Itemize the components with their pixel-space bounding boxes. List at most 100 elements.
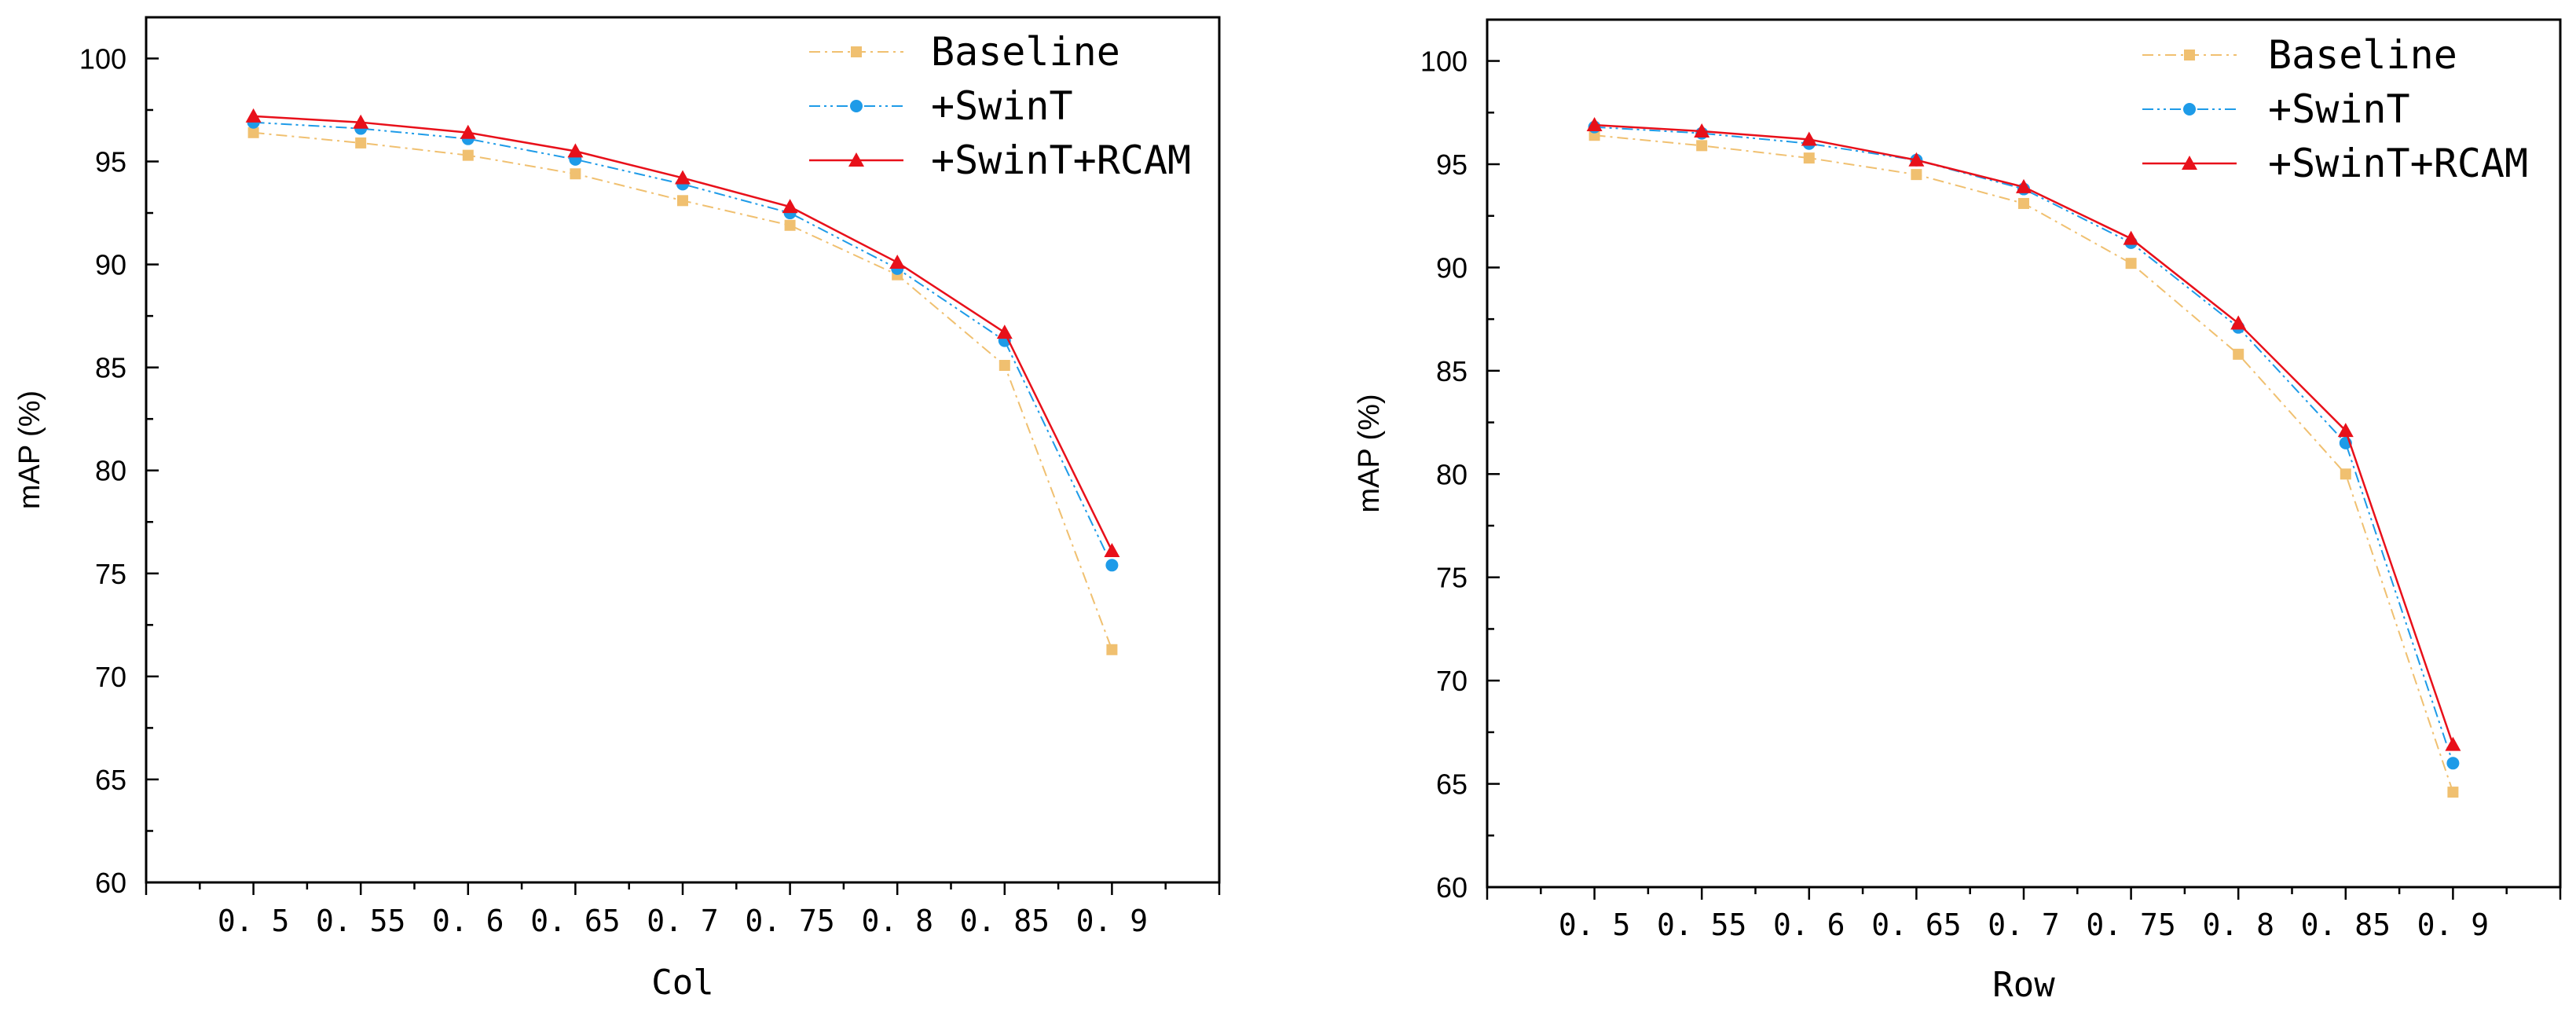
data-point bbox=[889, 254, 906, 269]
data-point bbox=[2125, 258, 2137, 270]
series-line bbox=[1594, 134, 2454, 793]
data-point bbox=[2340, 468, 2351, 480]
y-axis-title: mAP (%) bbox=[13, 391, 46, 509]
y-tick-label: 60 bbox=[95, 867, 126, 899]
x-tick-label: 0. 75 bbox=[2086, 908, 2175, 942]
series-swint-rcam bbox=[1586, 117, 2461, 751]
y-tick-label: 65 bbox=[95, 764, 126, 796]
y-tick-label: 65 bbox=[1436, 768, 1468, 801]
x-tick-label: 0. 8 bbox=[2202, 908, 2274, 942]
legend-entry: +SwinT bbox=[931, 83, 1073, 129]
y-tick-label: 85 bbox=[1436, 355, 1468, 387]
legend: Baseline +SwinT +SwinT+RCAM bbox=[809, 29, 1191, 183]
x-tick-label: 0. 85 bbox=[2301, 908, 2391, 942]
series-line bbox=[253, 131, 1113, 651]
data-point bbox=[1586, 117, 1603, 132]
x-tick-label: 0. 5 bbox=[1559, 908, 1631, 942]
series-line bbox=[1594, 123, 2454, 746]
x-tick-label: 0. 5 bbox=[218, 904, 290, 938]
x-tick-label: 0. 75 bbox=[745, 904, 834, 938]
legend-entry: +SwinT bbox=[2268, 86, 2410, 132]
data-point bbox=[460, 124, 476, 139]
legend-marker bbox=[850, 100, 863, 112]
data-point bbox=[2123, 230, 2139, 245]
legend-marker bbox=[2182, 156, 2197, 170]
x-tick-label: 0. 7 bbox=[647, 904, 719, 938]
data-point bbox=[2337, 423, 2354, 438]
data-point bbox=[784, 219, 796, 231]
series-swint bbox=[1588, 120, 2460, 770]
data-point bbox=[1106, 644, 1118, 655]
chart-panel-2: 60 65 70 75 80 85 90 95 100 0. 5 0. 55 0. 6 0. 65 0. … bbox=[1353, 18, 2562, 1005]
data-point bbox=[1696, 140, 1708, 152]
data-point bbox=[1801, 131, 1817, 146]
y-tick-label: 75 bbox=[95, 558, 126, 590]
y-tick-label: 85 bbox=[95, 352, 126, 384]
data-point bbox=[2445, 736, 2461, 751]
data-point bbox=[245, 108, 262, 123]
data-point bbox=[462, 149, 474, 161]
y-tick-label: 70 bbox=[95, 661, 126, 693]
data-point bbox=[570, 168, 581, 180]
data-point bbox=[1694, 123, 1710, 138]
data-point bbox=[353, 114, 369, 129]
data-point bbox=[1911, 169, 1922, 181]
x-tick-label: 0. 65 bbox=[1871, 908, 1961, 942]
y-tick-label: 75 bbox=[1436, 562, 1468, 594]
data-point bbox=[677, 195, 688, 207]
data-point bbox=[999, 360, 1010, 372]
data-point bbox=[1104, 542, 1120, 557]
data-point bbox=[782, 199, 798, 214]
legend-entry: Baseline bbox=[2268, 32, 2457, 78]
series-swint bbox=[247, 116, 1119, 572]
data-point bbox=[2233, 348, 2244, 360]
x-tick-label: 0. 9 bbox=[1076, 904, 1149, 938]
data-point bbox=[355, 137, 367, 149]
x-tick-label: 0. 6 bbox=[1773, 908, 1845, 942]
data-point bbox=[2018, 197, 2029, 209]
x-tick-label: 0. 7 bbox=[1988, 908, 2060, 942]
legend-entry: +SwinT+RCAM bbox=[931, 138, 1191, 183]
y-tick-label: 100 bbox=[79, 42, 126, 75]
series-baseline bbox=[247, 127, 1118, 655]
x-tick-label: 0. 55 bbox=[1657, 908, 1746, 942]
data-point bbox=[675, 170, 691, 185]
legend-marker bbox=[2184, 50, 2195, 61]
x-axis-title: Row bbox=[1992, 965, 2055, 1005]
legend-marker bbox=[851, 46, 862, 57]
data-point bbox=[2230, 315, 2247, 330]
data-point bbox=[2446, 757, 2460, 770]
y-axis-title: mAP (%) bbox=[1353, 394, 1386, 512]
data-point bbox=[2016, 178, 2032, 193]
y-tick-label: 95 bbox=[1436, 149, 1468, 181]
data-point bbox=[567, 143, 584, 158]
legend-entry: +SwinT+RCAM bbox=[2268, 141, 2528, 186]
x-tick-label: 0. 85 bbox=[960, 904, 1050, 938]
x-axis-title: Col bbox=[651, 963, 713, 1003]
y-tick-label: 100 bbox=[1420, 46, 1468, 78]
legend-marker bbox=[848, 152, 864, 167]
y-tick-label: 80 bbox=[95, 455, 126, 487]
y-tick-label: 90 bbox=[1436, 251, 1468, 284]
data-point bbox=[996, 325, 1013, 339]
legend-entry: Baseline bbox=[931, 29, 1120, 75]
data-point bbox=[247, 127, 259, 138]
y-tick-label: 90 bbox=[95, 249, 126, 281]
chart-panel-1: 60 65 70 75 80 85 90 95 100 0. 5 0. 55 0. 6 0. 65 0. … bbox=[13, 16, 1221, 1003]
x-tick-label: 0. 65 bbox=[530, 904, 620, 938]
data-point bbox=[1803, 152, 1815, 164]
y-tick-label: 95 bbox=[95, 146, 126, 178]
data-point bbox=[1105, 559, 1119, 572]
data-point bbox=[2447, 787, 2459, 798]
x-tick-label: 0. 6 bbox=[432, 904, 504, 938]
data-point bbox=[1908, 152, 1925, 167]
series-baseline bbox=[1588, 130, 2459, 798]
y-tick-label: 70 bbox=[1436, 665, 1468, 697]
legend: Baseline +SwinT +SwinT+RCAM bbox=[2142, 32, 2528, 186]
series-swint-rcam bbox=[245, 108, 1120, 557]
y-tick-label: 60 bbox=[1436, 871, 1468, 904]
x-tick-label: 0. 55 bbox=[316, 904, 405, 938]
series-line bbox=[1594, 126, 2454, 764]
y-tick-label: 80 bbox=[1436, 458, 1468, 490]
